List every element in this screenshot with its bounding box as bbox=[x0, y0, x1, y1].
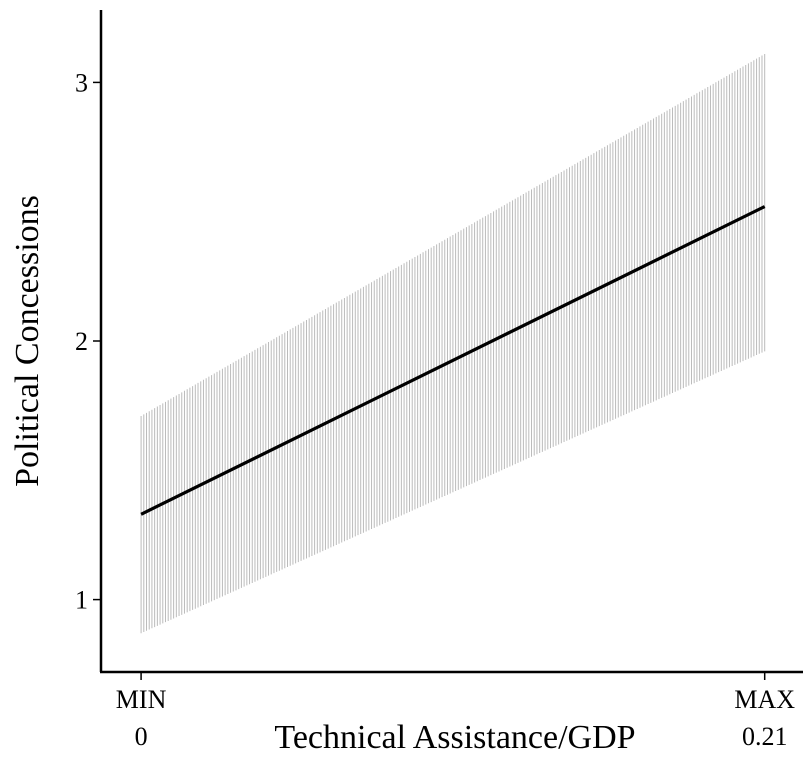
plot-area bbox=[140, 205, 766, 516]
y-tick-label: 3 bbox=[75, 68, 88, 97]
y-tick-label: 1 bbox=[75, 586, 88, 615]
y-tick-label: 2 bbox=[75, 327, 88, 356]
x-ticks: MIN 0 MAX 0.21 bbox=[116, 672, 795, 751]
y-ticks: 1 2 3 bbox=[75, 68, 101, 615]
x-axis-title: Technical Assistance/GDP bbox=[274, 719, 635, 756]
y-axis-title: Political Concessions bbox=[9, 195, 46, 487]
x-tick-label-bottom: 0.21 bbox=[742, 722, 788, 751]
x-tick-label-top: MIN bbox=[116, 685, 167, 714]
x-tick-label-bottom: 0 bbox=[135, 722, 148, 751]
fitted-line bbox=[140, 205, 766, 516]
x-tick-label-top: MAX bbox=[734, 685, 795, 714]
confidence-band bbox=[140, 53, 766, 634]
